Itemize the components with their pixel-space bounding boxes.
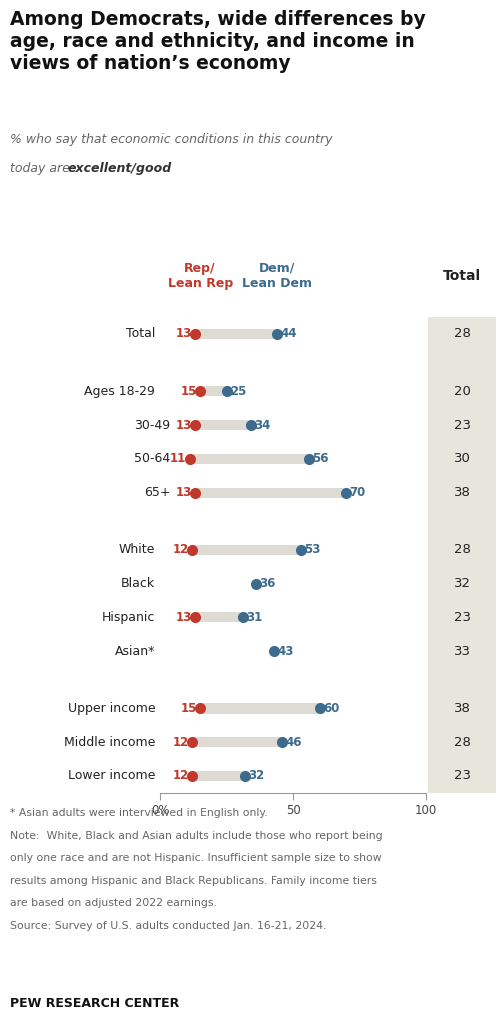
Bar (195, 420, 250, 430)
Text: 11: 11 (170, 452, 186, 465)
Text: 28: 28 (454, 327, 470, 341)
Text: 25: 25 (230, 385, 246, 398)
Text: Upper income: Upper income (68, 702, 155, 715)
Bar (192, 738, 283, 747)
Text: Hispanic: Hispanic (102, 611, 155, 624)
Bar (195, 329, 277, 339)
Text: PEW RESEARCH CENTER: PEW RESEARCH CENTER (10, 997, 179, 1011)
Text: Rep/
Lean Rep: Rep/ Lean Rep (167, 262, 233, 291)
Text: Lower income: Lower income (68, 769, 155, 783)
Text: Ages 18-29: Ages 18-29 (85, 385, 155, 398)
Bar (195, 613, 242, 622)
Text: 13: 13 (175, 327, 192, 341)
Bar (192, 771, 245, 781)
Text: Dem/
Lean Dem: Dem/ Lean Dem (242, 262, 312, 291)
Text: Black: Black (121, 577, 155, 590)
Text: 30: 30 (454, 452, 470, 465)
Text: 60: 60 (323, 702, 339, 715)
Text: 38: 38 (454, 702, 470, 715)
Text: 33: 33 (454, 644, 470, 658)
Text: Note:  White, Black and Asian adults include those who report being: Note: White, Black and Asian adults incl… (10, 831, 383, 841)
Text: today are: today are (10, 162, 74, 175)
Text: 13: 13 (175, 486, 192, 499)
Text: 30-49: 30-49 (134, 418, 170, 432)
Text: * Asian adults were interviewed in English only.: * Asian adults were interviewed in Engli… (10, 808, 268, 818)
Bar (192, 545, 301, 554)
Text: 31: 31 (246, 611, 262, 624)
Text: 32: 32 (248, 769, 265, 783)
Text: excellent/good: excellent/good (68, 162, 172, 175)
Text: results among Hispanic and Black Republicans. Family income tiers: results among Hispanic and Black Republi… (10, 876, 377, 886)
Text: 20: 20 (454, 385, 470, 398)
Text: 12: 12 (173, 543, 189, 557)
Text: Among Democrats, wide differences by
age, race and ethnicity, and income in
view: Among Democrats, wide differences by age… (10, 10, 426, 74)
Text: 23: 23 (454, 418, 470, 432)
Text: 28: 28 (454, 736, 470, 749)
Text: 15: 15 (180, 385, 197, 398)
Text: 34: 34 (254, 418, 270, 432)
Text: 13: 13 (175, 418, 192, 432)
Bar (200, 704, 320, 714)
Text: 12: 12 (173, 769, 189, 783)
Text: 28: 28 (454, 543, 470, 557)
Text: Total: Total (126, 327, 155, 341)
Text: 23: 23 (454, 769, 470, 783)
Bar (200, 387, 226, 397)
Text: 12: 12 (173, 736, 189, 749)
Text: Total: Total (443, 269, 481, 283)
Text: 44: 44 (281, 327, 297, 341)
Text: are based on adjusted 2022 earnings.: are based on adjusted 2022 earnings. (10, 898, 217, 908)
Bar (195, 488, 346, 497)
Text: 65+: 65+ (144, 486, 170, 499)
Text: Source: Survey of U.S. adults conducted Jan. 16-21, 2024.: Source: Survey of U.S. adults conducted … (10, 921, 326, 931)
Text: 53: 53 (304, 543, 321, 557)
Text: Middle income: Middle income (64, 736, 155, 749)
Bar (189, 454, 309, 463)
Text: 50-64: 50-64 (134, 452, 170, 465)
Text: 36: 36 (259, 577, 276, 590)
Text: 46: 46 (286, 736, 302, 749)
Text: % who say that economic conditions in this country: % who say that economic conditions in th… (10, 133, 333, 146)
Text: 13: 13 (175, 611, 192, 624)
Text: 43: 43 (278, 644, 294, 658)
Text: Asian*: Asian* (115, 644, 155, 658)
Text: 23: 23 (454, 611, 470, 624)
Text: only one race and are not Hispanic. Insufficient sample size to show: only one race and are not Hispanic. Insu… (10, 853, 382, 863)
Text: 70: 70 (349, 486, 366, 499)
Text: 56: 56 (312, 452, 329, 465)
Text: 32: 32 (454, 577, 470, 590)
Text: 38: 38 (454, 486, 470, 499)
Text: White: White (119, 543, 155, 557)
Text: 15: 15 (180, 702, 197, 715)
